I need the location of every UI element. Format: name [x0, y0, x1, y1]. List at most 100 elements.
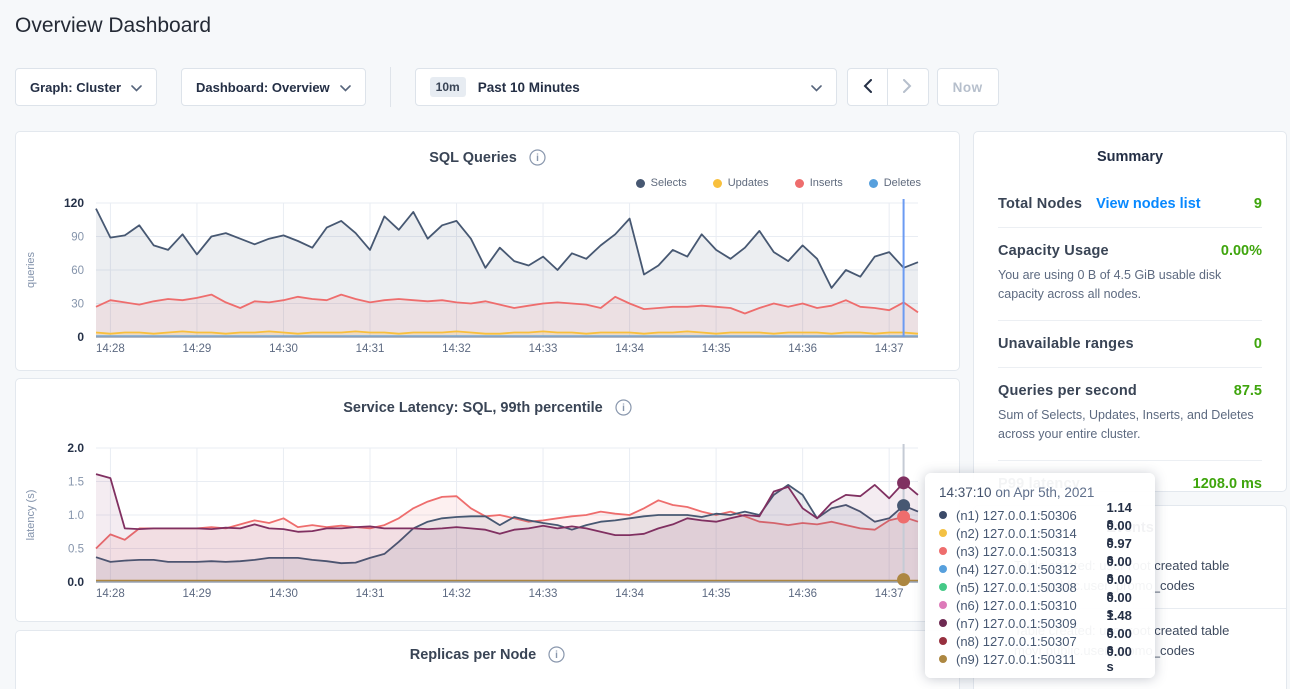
svg-text:14:36: 14:36	[788, 343, 817, 355]
svg-text:14:35: 14:35	[702, 343, 731, 355]
svg-text:0: 0	[77, 330, 84, 344]
chevron-down-icon	[131, 80, 142, 95]
replicas-per-node-panel: Replicas per Node i	[15, 630, 960, 689]
tooltip-node-label: (n6) 127.0.0.1:50310	[956, 598, 1107, 613]
tooltip-node-label: (n3) 127.0.0.1:50313	[956, 544, 1107, 559]
series-dot-icon	[939, 511, 947, 519]
svg-text:0.0: 0.0	[67, 575, 84, 589]
chart-title-text: SQL Queries	[429, 150, 517, 166]
summary-value: 9	[1254, 196, 1262, 212]
svg-text:14:32: 14:32	[442, 343, 471, 355]
summary-value: 0	[1254, 336, 1262, 352]
svg-text:14:31: 14:31	[356, 588, 385, 600]
svg-text:1.0: 1.0	[68, 510, 84, 522]
series-dot-icon	[939, 583, 947, 591]
dashboard-dropdown[interactable]: Dashboard: Overview	[181, 68, 366, 106]
svg-text:14:29: 14:29	[183, 343, 212, 355]
graph-dropdown[interactable]: Graph: Cluster	[15, 68, 157, 106]
sql-legend: Selects Updates Inserts Deletes	[636, 177, 921, 189]
svg-text:14:33: 14:33	[529, 588, 558, 600]
summary-label: Capacity Usage	[998, 243, 1109, 259]
svg-text:14:37: 14:37	[875, 343, 904, 355]
chevron-left-icon	[863, 79, 872, 96]
summary-row: Total Nodes View nodes list 9	[998, 181, 1262, 227]
svg-text:i: i	[536, 153, 539, 164]
overview-dashboard-page: Overview Dashboard Graph: Cluster Dashbo…	[0, 0, 1290, 689]
series-dot-icon	[939, 601, 947, 609]
summary-row: Unavailable ranges0	[998, 320, 1262, 367]
svg-text:i: i	[622, 403, 625, 414]
tooltip-node-label: (n9) 127.0.0.1:50311	[956, 652, 1107, 667]
info-icon[interactable]: i	[529, 149, 546, 170]
legend-label: Updates	[728, 177, 769, 189]
svg-text:14:33: 14:33	[529, 343, 558, 355]
time-nav-group	[847, 68, 929, 106]
svg-text:14:37: 14:37	[875, 588, 904, 600]
dashboard-dropdown-label: Dashboard: Overview	[196, 80, 330, 95]
view-nodes-list-link[interactable]: View nodes list	[1096, 196, 1201, 212]
summary-panel: Summary Total Nodes View nodes list 9 Capac…	[973, 131, 1287, 492]
svg-text:queries: queries	[25, 251, 37, 288]
svg-text:14:32: 14:32	[442, 588, 471, 600]
time-range-badge: 10m	[430, 77, 466, 97]
svg-text:60: 60	[71, 265, 84, 277]
svg-text:14:28: 14:28	[96, 588, 125, 600]
svg-text:14:28: 14:28	[96, 343, 125, 355]
svg-text:14:35: 14:35	[702, 588, 731, 600]
svg-text:90: 90	[71, 232, 84, 244]
svg-text:14:30: 14:30	[269, 588, 298, 600]
series-dot-icon	[939, 655, 947, 663]
tooltip-date: on Apr 5th, 2021	[992, 485, 1095, 500]
now-button[interactable]: Now	[937, 68, 999, 106]
legend-item: Selects	[636, 177, 687, 189]
toolbar: Graph: Cluster Dashboard: Overview 10m P…	[15, 68, 999, 106]
chart-title-text: Replicas per Node	[410, 647, 537, 663]
tooltip-node-label: (n4) 127.0.0.1:50312	[956, 562, 1107, 577]
chart-title-text: Service Latency: SQL, 99th percentile	[343, 400, 603, 416]
legend-dot-icon	[636, 179, 645, 188]
tooltip-node-label: (n1) 127.0.0.1:50306	[956, 508, 1107, 523]
legend-item: Deletes	[869, 177, 921, 189]
sql-queries-chart[interactable]: 120906030014:2814:2914:3014:3114:3214:33…	[16, 195, 961, 357]
summary-value: 1208.0 ms	[1193, 476, 1262, 492]
summary-row: Queries per second87.5Sum of Selects, Up…	[998, 367, 1262, 460]
tooltip-rows: (n1) 127.0.0.1:503061.14 s(n2) 127.0.0.1…	[939, 506, 1141, 668]
tooltip-time: 14:37:10	[939, 485, 992, 500]
series-dot-icon	[939, 547, 947, 555]
page-title: Overview Dashboard	[15, 14, 211, 38]
svg-text:14:34: 14:34	[615, 343, 644, 355]
info-icon[interactable]: i	[615, 399, 632, 420]
replicas-per-node-title: Replicas per Node i	[16, 631, 959, 667]
series-dot-icon	[939, 529, 947, 537]
time-next-button[interactable]	[888, 68, 929, 106]
sql-queries-title: SQL Queries i	[16, 132, 959, 170]
legend-label: Inserts	[810, 177, 843, 189]
service-latency-panel: Service Latency: SQL, 99th percentile i …	[15, 378, 960, 622]
legend-item: Inserts	[795, 177, 843, 189]
tooltip-row: (n9) 127.0.0.1:503110.00 s	[939, 650, 1141, 668]
time-range-label: Past 10 Minutes	[478, 80, 580, 95]
summary-description: You are using 0 B of 4.5 GiB usable disk…	[998, 266, 1262, 305]
svg-text:120: 120	[64, 196, 84, 210]
svg-text:0.5: 0.5	[68, 544, 84, 556]
svg-text:i: i	[555, 650, 558, 661]
service-latency-chart[interactable]: 2.01.51.00.50.014:2814:2914:3014:3114:32…	[16, 440, 961, 602]
info-icon[interactable]: i	[548, 646, 565, 667]
summary-label: Total Nodes	[998, 196, 1082, 212]
series-dot-icon	[939, 565, 947, 573]
sql-queries-panel: SQL Queries i Selects Updates Inserts Delet…	[15, 131, 960, 371]
tooltip-node-label: (n5) 127.0.0.1:50308	[956, 580, 1107, 595]
chevron-down-icon	[811, 80, 822, 95]
time-prev-button[interactable]	[847, 68, 888, 106]
legend-dot-icon	[713, 179, 722, 188]
tooltip-node-label: (n8) 127.0.0.1:50307	[956, 634, 1107, 649]
tooltip-node-label: (n2) 127.0.0.1:50314	[956, 526, 1107, 541]
series-dot-icon	[939, 619, 947, 627]
legend-label: Deletes	[884, 177, 921, 189]
chart-tooltip: 14:37:10 on Apr 5th, 2021 (n1) 127.0.0.1…	[925, 473, 1155, 678]
legend-dot-icon	[795, 179, 804, 188]
svg-text:1.5: 1.5	[68, 477, 84, 489]
time-range-select[interactable]: 10m Past 10 Minutes	[415, 68, 837, 106]
svg-text:14:31: 14:31	[356, 343, 385, 355]
summary-heading: Summary	[998, 132, 1262, 165]
